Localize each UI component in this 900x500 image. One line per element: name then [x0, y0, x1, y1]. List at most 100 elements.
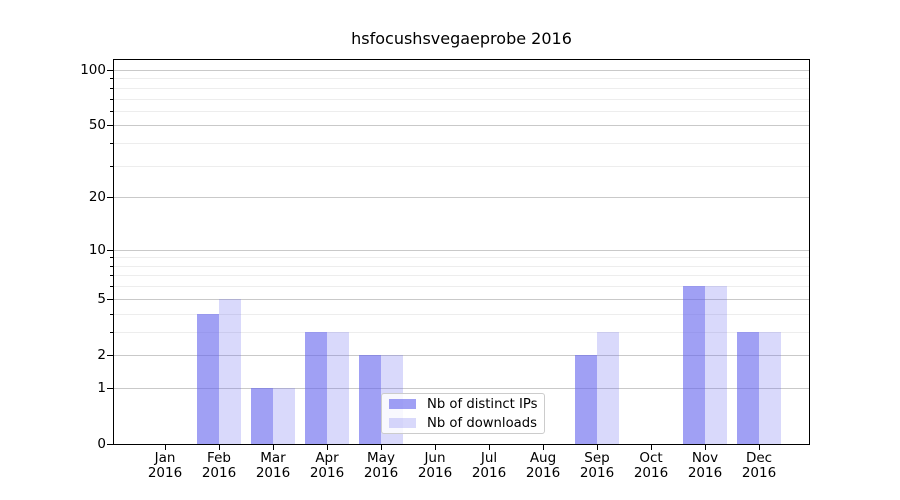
x-tick — [381, 445, 382, 450]
gridline-minor — [114, 286, 809, 288]
gridline-minor — [114, 331, 809, 333]
y-tick-label: 20 — [88, 189, 106, 206]
gridline-major — [114, 298, 809, 300]
gridline-major — [114, 249, 809, 251]
gridline-minor — [114, 78, 809, 80]
x-tick — [759, 445, 760, 450]
gridline-minor — [114, 275, 809, 277]
x-tick-year: 2016 — [687, 465, 723, 481]
y-tick-minor — [110, 98, 113, 100]
x-tick-month: Nov — [691, 450, 719, 466]
x-tick-label: May 2016 — [351, 451, 411, 481]
x-tick-year: 2016 — [525, 465, 561, 481]
legend-item-downloads: Nb of downloads — [389, 416, 538, 431]
y-tick-minor — [110, 331, 113, 333]
x-tick-label: Mar 2016 — [243, 451, 303, 481]
x-tick-month: Mar — [260, 450, 286, 466]
y-tick-minor — [110, 78, 113, 80]
gridline-major — [114, 197, 809, 199]
x-tick-month: Feb — [207, 450, 231, 466]
y-tick-label: 2 — [97, 346, 106, 363]
legend-label: Nb of distinct IPs — [427, 396, 538, 412]
y-tick — [107, 298, 113, 300]
gridline-major — [114, 125, 809, 127]
x-tick-month: May — [367, 450, 395, 466]
bar-downloads — [219, 298, 241, 444]
gridline-minor — [114, 98, 809, 100]
x-tick-year: 2016 — [309, 465, 345, 481]
x-tick-label: Jan 2016 — [135, 451, 195, 481]
x-tick — [597, 445, 598, 450]
legend-label: Nb of downloads — [427, 415, 537, 431]
gridline-minor — [114, 87, 809, 89]
x-tick-month: Dec — [745, 450, 773, 466]
legend-swatch-distinct-ips — [389, 399, 416, 409]
bar-downloads — [327, 331, 349, 444]
y-tick — [107, 387, 113, 389]
x-tick-year: 2016 — [633, 465, 669, 481]
bar-downloads — [705, 286, 727, 444]
y-tick — [107, 70, 113, 71]
x-tick-month: Apr — [315, 450, 339, 466]
x-tick-label: Apr 2016 — [297, 451, 357, 481]
bar-distinct-ips — [575, 354, 597, 444]
x-tick-year: 2016 — [471, 465, 507, 481]
y-tick — [107, 197, 113, 199]
x-tick — [705, 445, 706, 450]
x-tick-month: Jan — [154, 450, 176, 466]
y-tick — [107, 249, 113, 251]
y-tick-minor — [110, 110, 113, 112]
gridline-major — [114, 70, 809, 71]
gridline-minor — [114, 265, 809, 267]
bar-downloads — [759, 331, 781, 444]
gridline-minor — [114, 110, 809, 112]
x-tick — [327, 445, 328, 450]
bar-distinct-ips — [305, 331, 327, 444]
y-tick-minor — [110, 286, 113, 288]
x-tick-month: Jun — [424, 450, 446, 466]
x-tick-year: 2016 — [363, 465, 399, 481]
y-tick-label: 50 — [88, 117, 106, 134]
gridline-major — [114, 387, 809, 389]
y-tick-minor — [110, 265, 113, 267]
gridline-minor — [114, 313, 809, 315]
bar-downloads — [273, 387, 295, 444]
y-tick-label: 0 — [97, 436, 106, 452]
x-tick-month: Jul — [480, 450, 498, 466]
bar-distinct-ips — [683, 286, 705, 444]
y-tick-minor — [110, 143, 113, 145]
x-tick-label: Nov 2016 — [675, 451, 735, 481]
x-tick — [435, 445, 436, 450]
y-tick-minor — [110, 87, 113, 89]
y-tick — [107, 354, 113, 356]
x-tick — [165, 445, 166, 450]
y-tick-label: 5 — [97, 290, 106, 307]
x-tick-label: Jul 2016 — [459, 451, 519, 481]
y-tick-label: 100 — [80, 62, 106, 78]
bar-distinct-ips — [737, 331, 759, 444]
x-tick-month: Oct — [639, 450, 663, 466]
y-tick-minor — [110, 165, 113, 167]
x-tick-label: Sep 2016 — [567, 451, 627, 481]
x-tick-label: Feb 2016 — [189, 451, 249, 481]
x-tick — [273, 445, 274, 450]
x-tick-label: Dec 2016 — [729, 451, 789, 481]
gridline-minor — [114, 165, 809, 167]
x-tick-year: 2016 — [579, 465, 615, 481]
gridline-minor — [114, 143, 809, 145]
legend: Nb of distinct IPs Nb of downloads — [381, 393, 545, 434]
x-tick-label: Aug 2016 — [513, 451, 573, 481]
gridline-major — [114, 354, 809, 356]
bar-distinct-ips — [197, 313, 219, 444]
x-tick — [651, 445, 652, 450]
legend-item-distinct-ips: Nb of distinct IPs — [389, 397, 538, 412]
x-tick — [543, 445, 544, 450]
y-tick-minor — [110, 313, 113, 315]
bar-distinct-ips — [359, 354, 381, 444]
bar-distinct-ips — [251, 387, 273, 444]
chart-title: hsfocushsvegaeprobe 2016 — [351, 29, 572, 48]
x-tick-year: 2016 — [255, 465, 291, 481]
x-tick-label: Jun 2016 — [405, 451, 465, 481]
y-tick-label: 10 — [88, 241, 106, 258]
